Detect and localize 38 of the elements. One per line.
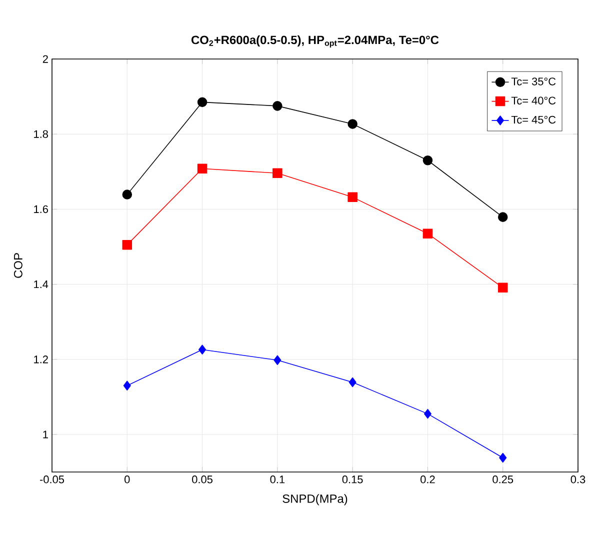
x-tick-label: 0.3	[570, 476, 586, 484]
point	[272, 101, 282, 111]
point	[498, 212, 508, 222]
legend-label: Tc= 40°C	[511, 96, 556, 104]
x-axis-title: SNPD(MPa)	[282, 494, 348, 506]
y-tick-label: 1.8	[34, 130, 48, 138]
point	[348, 377, 356, 388]
point	[122, 240, 132, 250]
point	[499, 452, 507, 463]
x-tick-label: 0.2	[420, 476, 435, 484]
y-axis-title: COP	[14, 253, 22, 278]
point	[123, 380, 131, 391]
point	[197, 164, 208, 174]
legend-label: Tc= 45°C	[511, 116, 556, 124]
point	[348, 192, 358, 202]
point	[348, 119, 358, 129]
x-tick-label: 0.15	[342, 476, 363, 484]
y-tick-label: 1.4	[34, 280, 48, 288]
y-tick-label: 2	[42, 55, 48, 63]
point	[498, 282, 508, 293]
point	[424, 408, 432, 419]
y-tick-label: 1	[43, 430, 48, 438]
point	[274, 355, 282, 366]
point	[198, 344, 206, 354]
point	[272, 168, 282, 178]
point	[422, 155, 433, 166]
y-tick-label: 1.2	[34, 356, 48, 364]
point	[122, 190, 132, 200]
x-tick-label: 0.1	[270, 476, 285, 484]
x-tick-label: -0.05	[40, 476, 64, 484]
legend-label: Tc= 35°C	[511, 78, 556, 86]
x-tick-label: 0.25	[492, 476, 514, 484]
chart-title: CO$_{2}$+R600a(0.5-0.5), HP$_{opt}$=2.04MPa, Te=0°C	[191, 35, 439, 48]
point	[422, 228, 433, 238]
y-tick-label: 1.6	[34, 205, 48, 214]
x-tick-label: 0.05	[192, 476, 212, 484]
x-tick-label: 0	[124, 476, 130, 484]
point	[197, 97, 208, 108]
